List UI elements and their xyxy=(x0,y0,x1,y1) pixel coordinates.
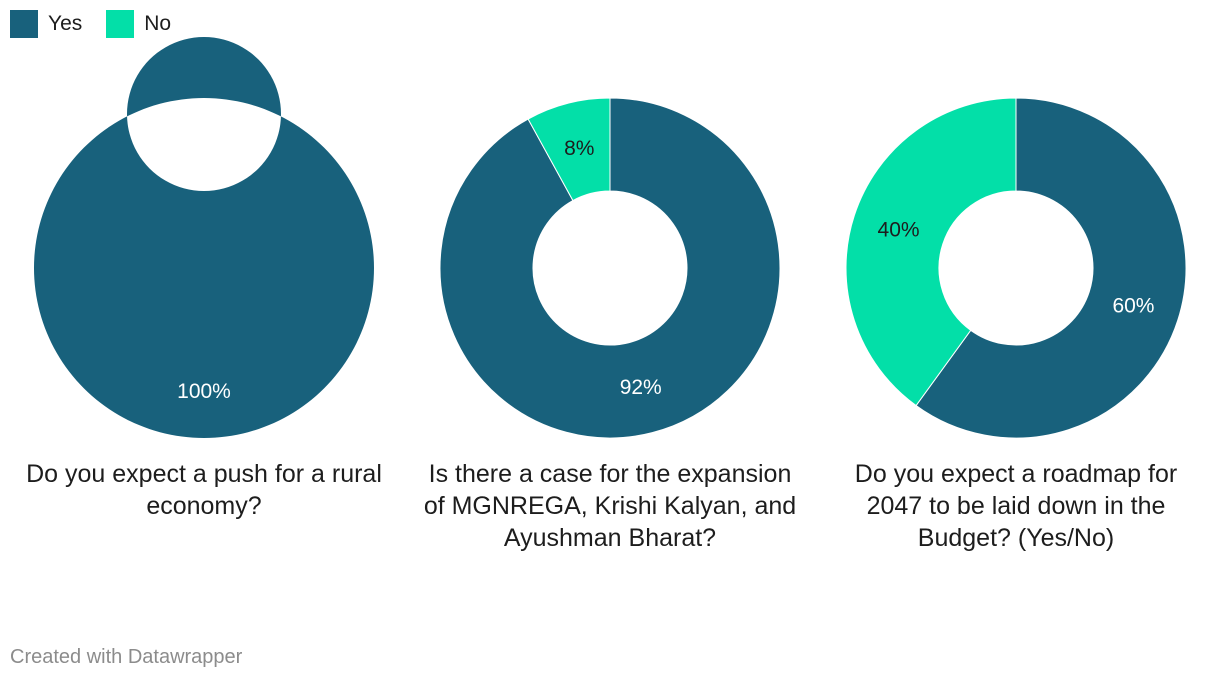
donut-3: 60% 40% xyxy=(845,97,1187,439)
legend-label-no: No xyxy=(144,12,172,35)
donut-2-slice-no xyxy=(527,97,611,202)
legend-item-no: No xyxy=(106,10,171,38)
datawrapper-credit: Created with Datawrapper xyxy=(10,646,243,668)
donut-3-label-no: 40% xyxy=(878,218,920,241)
legend-label-yes: Yes xyxy=(48,12,83,35)
legend-item-yes: Yes xyxy=(10,10,82,38)
donut-2-question: Is there a case for the expansion of MGN… xyxy=(423,460,797,552)
donut-3-slice-yes xyxy=(915,97,1187,439)
donut-3-label-yes: 60% xyxy=(1112,295,1154,318)
donut-2-label-no: 8% xyxy=(564,137,594,160)
donut-1-question: Do you expect a push for a rural economy… xyxy=(26,460,382,520)
donut-1: 100% xyxy=(33,37,374,439)
donut-charts: 100% 92% 8% 60% 40% xyxy=(33,37,1187,439)
donut-2-label-yes: 92% xyxy=(620,376,662,399)
donut-2-slice-yes xyxy=(439,97,781,439)
chart-legend: Yes No xyxy=(10,10,195,38)
donut-2: 92% 8% xyxy=(439,97,781,439)
donut-1-slice-yes xyxy=(33,37,374,439)
donut-3-question: Do you expect a roadmap for 2047 to be l… xyxy=(854,460,1178,552)
legend-swatch-yes xyxy=(10,10,38,38)
donut-3-slice-no xyxy=(845,97,1017,407)
legend-swatch-no xyxy=(106,10,135,38)
donut-1-label-yes: 100% xyxy=(177,380,231,403)
